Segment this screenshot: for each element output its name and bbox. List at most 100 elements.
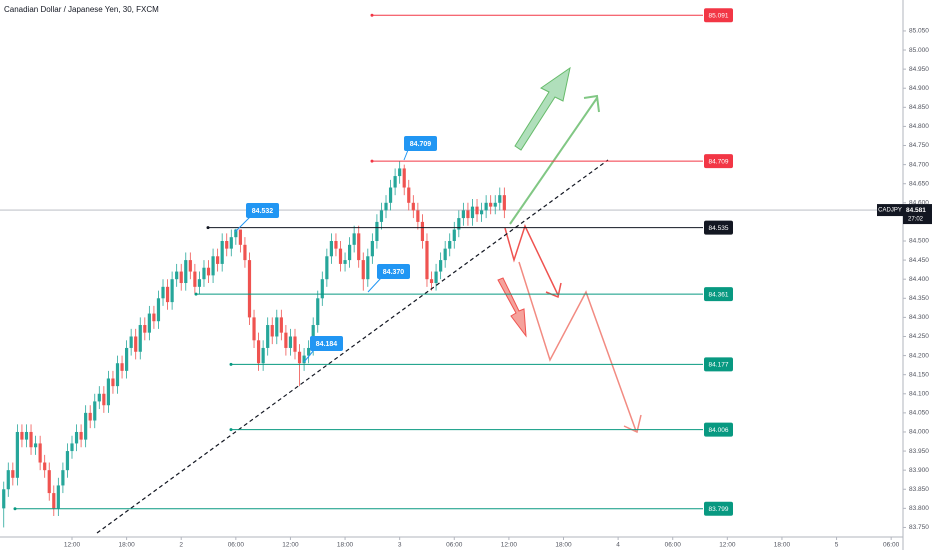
candle-body (33, 443, 38, 448)
x-tick-label: 06:00 (883, 542, 900, 549)
level-badge (704, 357, 733, 372)
green-arrow-head (583, 94, 600, 113)
level-label: 85.091 (709, 12, 729, 19)
x-tick-label: 12:00 (282, 542, 299, 549)
candle-body (439, 260, 443, 272)
level-badge (704, 8, 733, 23)
candle-body (47, 470, 51, 494)
candle-body (325, 256, 329, 280)
level-label: 84.177 (709, 362, 729, 369)
candle-body (334, 241, 338, 249)
candle-body (125, 347, 129, 371)
candle-body (229, 237, 233, 249)
candle-body (320, 279, 324, 299)
candle-body (234, 229, 238, 238)
y-tick-label: 85.000 (909, 47, 929, 54)
candle-body (156, 298, 161, 322)
candle-body (134, 336, 138, 352)
red-arrow-head (623, 414, 642, 434)
price-label: 84.581 (906, 207, 926, 214)
level-label: 84.361 (709, 291, 729, 298)
candle-body (43, 462, 47, 471)
candle-body (348, 244, 352, 261)
level-anchor (194, 292, 198, 296)
callout-box (310, 336, 343, 351)
candle-body (206, 267, 211, 276)
callout-label: 84.370 (383, 269, 405, 276)
level-badge (704, 154, 733, 169)
candle-body (243, 244, 247, 261)
callout-pointer (303, 349, 315, 363)
y-tick-label: 83.950 (909, 448, 929, 455)
candle-body (106, 378, 111, 406)
candle-body (88, 412, 92, 421)
candle-body (338, 248, 343, 264)
y-tick-label: 84.500 (909, 238, 929, 245)
candle-body (143, 325, 147, 333)
candle-body (452, 229, 456, 242)
candle-body (402, 168, 406, 188)
level-label: 83.799 (709, 506, 729, 513)
candle-body (448, 241, 452, 249)
level-label: 84.535 (709, 225, 729, 232)
y-tick-label: 84.000 (909, 429, 929, 436)
candle-body (179, 271, 183, 284)
candle-body (29, 431, 33, 448)
candle-body (407, 187, 411, 203)
x-tick-label: 12:00 (64, 542, 81, 549)
candle-body (247, 260, 252, 318)
trendline (96, 159, 609, 534)
y-tick-label: 84.450 (909, 257, 929, 264)
candle-body (38, 443, 42, 463)
y-tick-label: 84.150 (909, 371, 929, 378)
candle-body (266, 325, 270, 348)
callout-pointer (367, 277, 382, 293)
red-arrow (497, 277, 527, 338)
candle-body (307, 347, 311, 356)
candle-body (429, 279, 434, 284)
candle-body (138, 325, 142, 352)
level-anchor (229, 428, 233, 432)
symbol-badge (877, 204, 903, 217)
level-badge (704, 422, 733, 437)
candle-body (170, 279, 174, 303)
callout-label: 84.709 (410, 141, 432, 148)
timer-label: 27:02 (908, 217, 924, 223)
candle-body (398, 168, 402, 177)
y-tick-label: 84.350 (909, 295, 929, 302)
x-tick-label: 12:00 (719, 542, 736, 549)
candle-body (352, 233, 356, 245)
candle-body (175, 271, 179, 280)
y-tick-label: 83.850 (909, 486, 929, 493)
candle-body (288, 336, 293, 348)
callout-label: 84.184 (316, 341, 338, 348)
candle-body (52, 493, 56, 509)
y-tick-label: 84.750 (909, 142, 929, 149)
candle-body (24, 431, 29, 440)
candle-body (270, 325, 274, 337)
candle-body (484, 202, 488, 211)
candle-body (434, 271, 438, 284)
y-tick-label: 83.900 (909, 467, 929, 474)
candle-body (147, 313, 151, 333)
candle-body (316, 298, 320, 326)
candle-body (6, 470, 10, 490)
symbol-label: CADJPY (878, 208, 902, 214)
candle-body (65, 451, 70, 471)
x-tick-label: 3 (398, 542, 402, 549)
candle-body (470, 206, 475, 219)
candle-body (165, 286, 170, 303)
callout-box (246, 203, 279, 218)
callout-pointer (234, 216, 251, 233)
candle-body (498, 195, 502, 203)
y-tick-label: 84.950 (909, 66, 929, 73)
candle-body (252, 317, 256, 341)
x-tick-label: 18:00 (337, 542, 354, 549)
candle-body (61, 470, 65, 486)
candle-body (129, 336, 133, 348)
y-tick-label: 84.650 (909, 180, 929, 187)
candle-body (293, 336, 297, 352)
candle-body (361, 260, 365, 280)
level-anchor (370, 159, 374, 163)
level-badge (704, 501, 733, 516)
